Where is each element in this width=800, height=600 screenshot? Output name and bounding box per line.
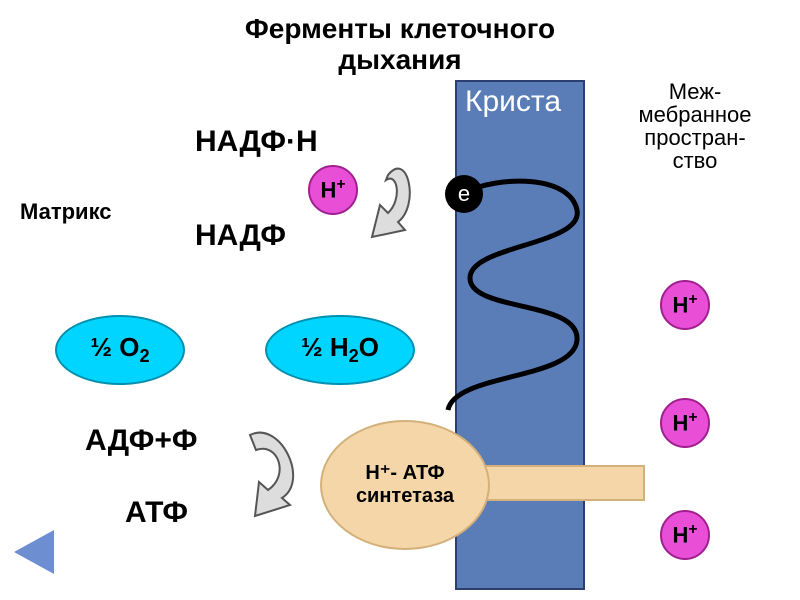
arrow-nadfh-to-nadf bbox=[372, 169, 410, 237]
adp-label: АДФ+Ф bbox=[85, 425, 198, 457]
arrow-adp-to-atp bbox=[250, 433, 293, 516]
atf-label: АТФ bbox=[125, 497, 188, 529]
atp-synthase: Н⁺- АТФ синтетаза bbox=[320, 420, 490, 550]
title-line2: дыхания bbox=[338, 44, 461, 75]
proton-top-text: Н+ bbox=[321, 176, 346, 203]
intermem-line2: мебранное bbox=[639, 102, 752, 127]
nadf-label: НАДФ bbox=[195, 220, 286, 252]
intermem-line3: простран- bbox=[644, 125, 745, 150]
diagram-title: Ферменты клеточного дыхания bbox=[100, 14, 700, 76]
electron: е bbox=[445, 175, 483, 213]
proton-inter-2: Н+ bbox=[660, 398, 710, 448]
electron-label: е bbox=[458, 181, 470, 207]
atp-synthase-line1: Н⁺- АТФ bbox=[365, 462, 444, 484]
proton-top: Н+ bbox=[308, 165, 358, 215]
intermem-line4: ство bbox=[673, 148, 718, 173]
proton-inter-2-text: Н+ bbox=[673, 409, 698, 436]
oxygen-node: ½ О2 bbox=[55, 315, 185, 385]
matrix-label: Матрикс bbox=[20, 200, 112, 223]
proton-inter-1-text: Н+ bbox=[673, 291, 698, 318]
title-line1: Ферменты клеточного bbox=[245, 13, 555, 44]
nadfh-label: НАДФ·Н bbox=[195, 126, 318, 158]
atp-synthase-line2: синтетаза bbox=[356, 485, 454, 507]
crista-label: Криста bbox=[465, 86, 561, 118]
intermem-line1: Меж- bbox=[669, 79, 722, 104]
water-node: ½ Н2О bbox=[265, 315, 415, 385]
proton-inter-3: Н+ bbox=[660, 510, 710, 560]
atp-synthase-label: Н⁺- АТФ синтетаза bbox=[356, 462, 454, 508]
nav-back-button[interactable] bbox=[14, 530, 54, 574]
oxygen-text: ½ О2 bbox=[90, 332, 149, 367]
intermembrane-label: Меж- мебранное простран- ство bbox=[610, 80, 780, 172]
water-text: ½ Н2О bbox=[301, 332, 379, 367]
proton-inter-3-text: Н+ bbox=[673, 521, 698, 548]
proton-inter-1: Н+ bbox=[660, 280, 710, 330]
